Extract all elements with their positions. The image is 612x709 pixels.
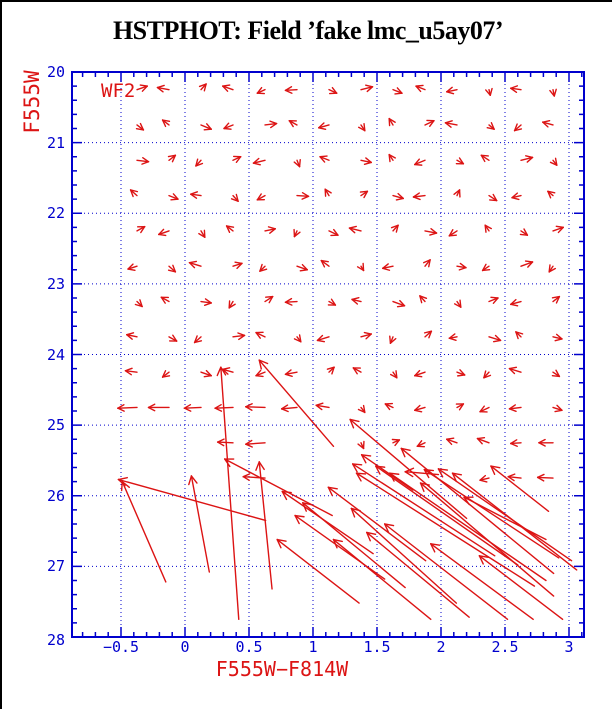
y-tick-label: 28 — [46, 631, 65, 649]
y-tick-label: 21 — [46, 133, 65, 152]
x-tick-label: 2 — [436, 638, 446, 656]
x-tick-label: −0.5 — [102, 638, 140, 656]
x-tick-label: 0 — [180, 638, 190, 656]
chip-annotation: WF2 — [101, 80, 136, 102]
y-tick-label: 20 — [46, 63, 65, 81]
x-axis-title: F555W−F814W — [215, 657, 349, 681]
grid-group — [72, 72, 584, 637]
x-tick-label: 0.5 — [235, 638, 263, 656]
y-tick-label: 23 — [46, 274, 65, 293]
ticks-group — [72, 72, 584, 637]
long-vectors-group — [117, 359, 578, 621]
y-tick-label: 27 — [46, 557, 65, 576]
x-tick-label: 2.5 — [491, 638, 519, 656]
y-tick-label: 25 — [46, 416, 65, 435]
x-tick-label: 1.5 — [363, 638, 391, 656]
y-tick-label: 24 — [46, 345, 65, 364]
x-tick-label: 3 — [564, 638, 574, 656]
small-vectors-group — [117, 83, 564, 483]
x-tick-label: 1 — [308, 638, 318, 656]
plot-title: HSTPHOT: Field ’fake lmc_u5ay07’ — [112, 16, 504, 45]
y-tick-label: 22 — [46, 204, 65, 223]
y-tick-label: 26 — [46, 486, 65, 505]
